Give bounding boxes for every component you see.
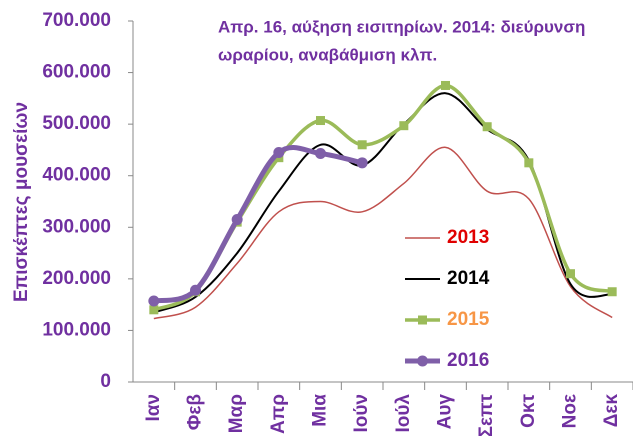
y-tick-label: 700.000 — [42, 10, 111, 31]
x-tick-label: Ιαν — [143, 394, 164, 422]
marker — [190, 284, 201, 296]
x-tick-label: Αυγ — [435, 394, 456, 430]
marker — [566, 269, 575, 279]
marker — [149, 305, 159, 315]
series-line — [153, 146, 613, 320]
x-tick-label: Ιούν — [351, 394, 372, 433]
legend-label: 2013 — [447, 227, 489, 248]
y-tick-label: 200.000 — [42, 268, 111, 289]
y-tick-label: 400.000 — [42, 165, 111, 186]
legend-label: 2015 — [447, 309, 490, 330]
legend-marker — [417, 355, 428, 367]
y-tick-label: 500.000 — [42, 113, 111, 134]
x-tick-label: Σεπτ — [476, 393, 497, 436]
legend-label: 2016 — [447, 350, 489, 371]
legend-label: 2014 — [447, 268, 490, 289]
x-tick-label: Μια — [310, 394, 331, 427]
marker — [356, 157, 368, 169]
x-tick-label: Νοε — [560, 394, 581, 428]
marker — [357, 140, 367, 150]
series-line — [153, 83, 613, 312]
x-tick-label: Απρ — [268, 394, 289, 434]
y-tick-label: 0 — [100, 371, 111, 392]
marker — [399, 121, 409, 131]
marker — [607, 287, 617, 297]
marker — [441, 80, 450, 90]
x-tick-label: Δεκ — [601, 394, 622, 428]
marker — [524, 158, 534, 168]
x-tick-label: Οκτ — [518, 393, 539, 427]
marker — [482, 122, 492, 132]
x-tick-label: Φεβ — [185, 394, 206, 430]
annotation: Απρ. 16, αύξηση εισιτηρίων. 2014: διεύρυ… — [218, 17, 585, 36]
marker — [273, 147, 285, 159]
x-tick-label: Ιούλ — [393, 394, 414, 433]
annotation: ωραρίου, αναβάθμιση κλπ. — [218, 45, 437, 64]
y-tick-label: 600.000 — [42, 62, 111, 83]
series-line — [153, 145, 363, 304]
marker — [148, 295, 160, 307]
y-tick-label: 100.000 — [42, 319, 111, 340]
marker — [316, 116, 325, 126]
legend-marker — [418, 315, 427, 325]
x-tick-label: Μαρ — [226, 394, 247, 434]
y-tick-label: 300.000 — [42, 216, 111, 237]
marker — [231, 214, 243, 226]
y-axis-label: Επισκέπτες μουσείων — [11, 102, 32, 302]
marker — [315, 148, 326, 160]
